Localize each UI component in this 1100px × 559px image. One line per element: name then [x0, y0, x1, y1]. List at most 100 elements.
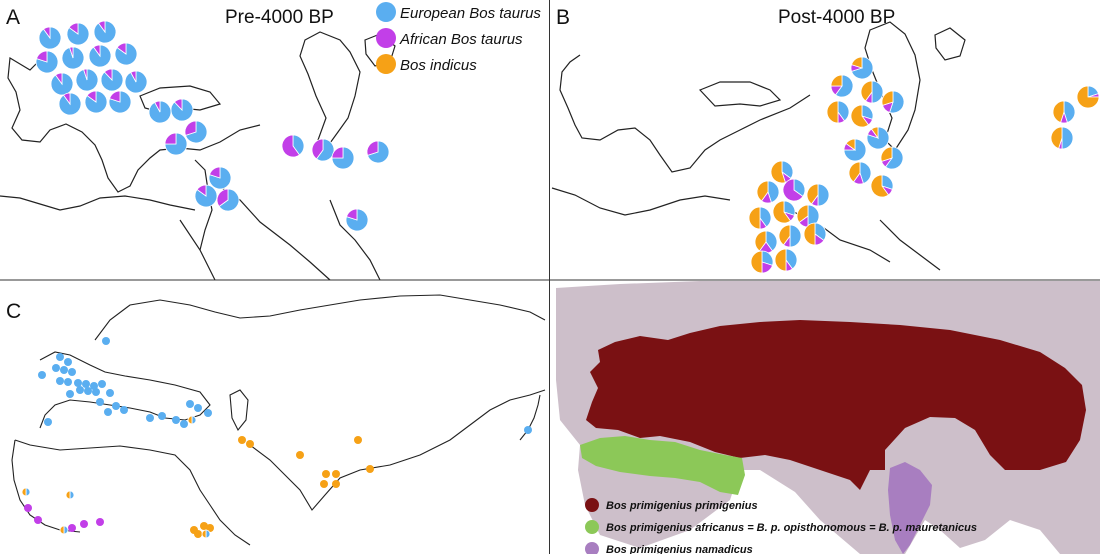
panel-c-locations [11, 294, 546, 546]
sample-pie [35, 50, 59, 74]
coast-aral-b [934, 27, 966, 61]
sample-dot-european [44, 418, 52, 426]
sample-pie [778, 224, 802, 248]
sample-dot-european [146, 414, 154, 422]
pie-slice-european [191, 415, 197, 425]
range-legend: Bos primigenius primigenius Bos primigeni… [585, 498, 977, 556]
sample-pie [216, 188, 240, 212]
sample-pie [850, 56, 874, 80]
pie-slice-african [154, 100, 161, 113]
coast-europe-b [559, 54, 811, 173]
coast-europe-c [39, 351, 211, 429]
sample-dot-european [74, 379, 82, 387]
sample-dot-indicus [238, 436, 246, 444]
pie-slice-african [366, 140, 379, 156]
pie-slice-african [331, 146, 344, 159]
sample-dot-african [24, 504, 32, 512]
pie-slice-african [109, 90, 121, 103]
sample-pie [366, 140, 390, 164]
sample-pie [1050, 126, 1074, 150]
pie-slice-african [209, 166, 221, 179]
sample-pie [750, 250, 774, 274]
pie-slice-european [837, 100, 850, 122]
sample-dot-european [56, 377, 64, 385]
sample-dot-indicus [332, 480, 340, 488]
sample-dot-european [106, 389, 114, 397]
panel-d-range-map: Bos primigenius primigenius Bos primigeni… [550, 280, 1100, 556]
pie-slice-european [331, 146, 355, 170]
pie-slice-african [782, 178, 804, 202]
sample-dot-european [180, 420, 188, 428]
sample-pie [754, 230, 778, 254]
sample-dot-indicus [332, 470, 340, 478]
sample-dot-european [158, 412, 166, 420]
sample-dot-european [186, 400, 194, 408]
pie-slice-european [767, 180, 780, 203]
pie-slice-indicus [826, 100, 839, 124]
sample-dot-european [96, 398, 104, 406]
range-swatch-africanus [585, 520, 599, 534]
range-africanus [580, 436, 745, 495]
pie-slice-indicus [756, 180, 769, 202]
range-label-primigenius: Bos primigenius primigenius [606, 500, 758, 512]
sample-dot-african [96, 518, 104, 526]
pie-slice-african [62, 92, 71, 106]
range-swatch-namadicus [585, 542, 599, 556]
sample-dot-european [38, 371, 46, 379]
coast-caspian-c [229, 389, 249, 432]
sample-dot-european [194, 404, 202, 412]
legend-swatch-indicus [376, 54, 396, 74]
sample-pie [59, 525, 69, 535]
sample-pie [201, 529, 211, 539]
sample-pie [866, 126, 890, 150]
coast-north-africa-b [551, 187, 731, 216]
pie-slice-indicus [881, 90, 894, 106]
pie-slice-indicus [880, 146, 893, 162]
sample-dot-indicus [366, 465, 374, 473]
pie-slice-african [130, 70, 137, 83]
pie-slice-indicus [750, 250, 763, 274]
pie-slice-african [164, 132, 177, 145]
sample-dot-indicus [246, 440, 254, 448]
sample-dot-indicus [206, 524, 214, 532]
range-namadicus [888, 462, 932, 554]
sample-pie [66, 22, 90, 46]
coast-north-africa-a [0, 195, 196, 211]
pie-slice-african [173, 98, 183, 112]
sample-pie [21, 487, 31, 497]
sample-dots [21, 337, 532, 539]
range-label-namadicus: Bos primigenius namadicus [606, 544, 753, 554]
sample-pie [50, 72, 74, 96]
sample-pie [75, 68, 99, 92]
sample-dot-indicus [296, 451, 304, 459]
sample-dot-european [64, 378, 72, 386]
sample-pie [1052, 100, 1076, 124]
sample-pie [164, 132, 188, 156]
pie-slice-european [63, 525, 69, 535]
pie-slice-indicus [65, 490, 71, 500]
pie-slice-european [793, 178, 806, 198]
sample-pie [848, 161, 872, 185]
sample-pie [84, 90, 108, 114]
genotype-legend: European Bos taurus African Bos taurus Bos… [376, 2, 541, 74]
pie-slice-african [103, 68, 113, 82]
pie-slice-indicus [851, 56, 863, 69]
pie-slice-european [759, 206, 772, 228]
pie-slice-indicus [803, 222, 816, 246]
sample-dot-european [120, 406, 128, 414]
pie-slice-african [86, 90, 97, 103]
coast-caspian-b [864, 21, 921, 151]
sample-pie [170, 98, 194, 122]
pie-slice-indicus [1052, 100, 1065, 123]
pie-slice-european [781, 160, 794, 180]
legend-swatch-european [376, 2, 396, 22]
pie-slice-african [281, 134, 301, 158]
sample-pie [345, 208, 369, 232]
pie-slice-european [789, 224, 802, 248]
sample-dot-european [64, 358, 72, 366]
sample-pie [148, 100, 172, 124]
pie-slice-european [785, 248, 798, 270]
pies-pre-4000 [35, 20, 390, 232]
panel-b-post-4000 [551, 21, 966, 271]
pies-post-4000 [748, 56, 1100, 274]
